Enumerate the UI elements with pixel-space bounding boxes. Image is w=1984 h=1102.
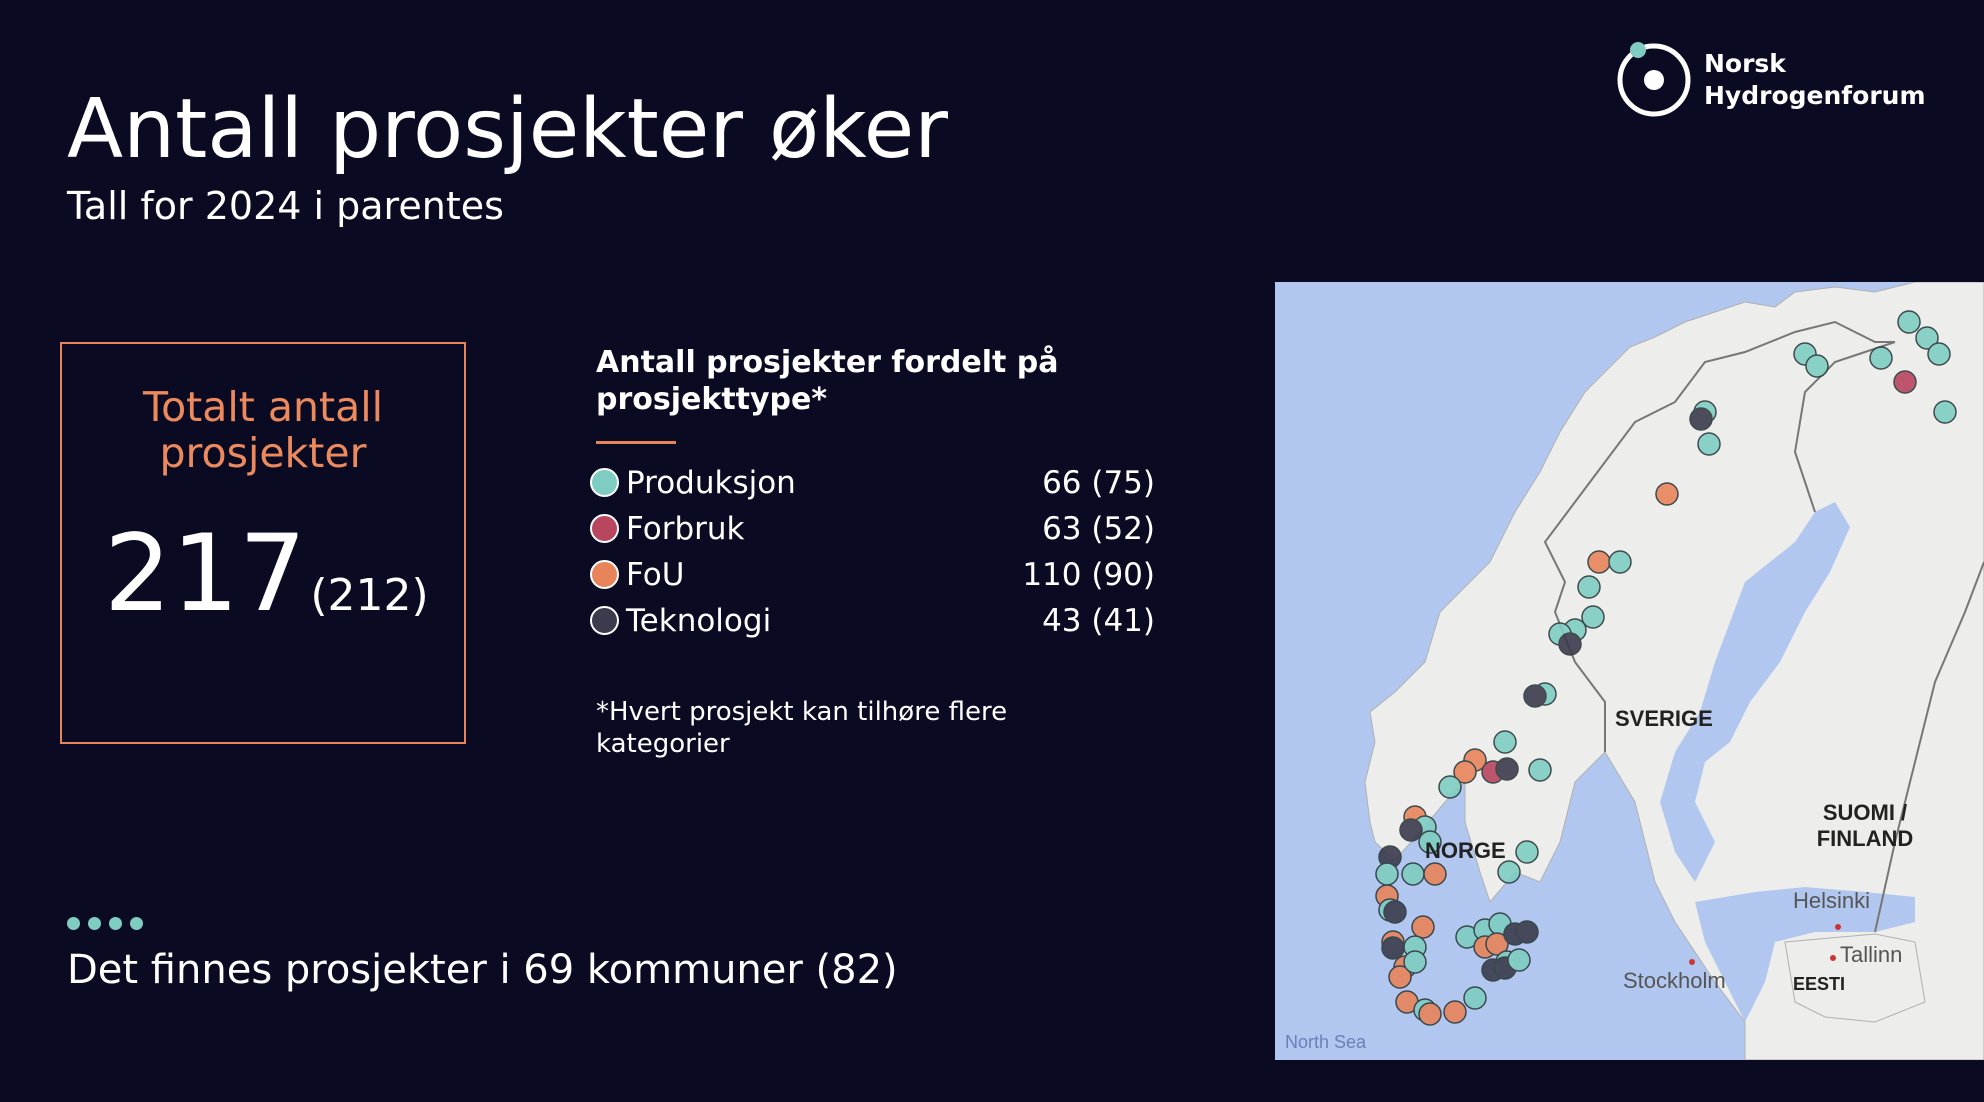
- heading-divider: [596, 441, 676, 444]
- project-type-name: Teknologi: [626, 603, 772, 639]
- map-label-tallinn: Tallinn: [1840, 942, 1903, 967]
- project-type-name: FoU: [626, 557, 685, 593]
- total-projects-previous: (212): [310, 570, 429, 621]
- decorative-dots: [67, 915, 151, 934]
- municipalities-text: Det finnes prosjekter i 69 kommuner (82): [67, 947, 898, 993]
- footnote: *Hvert prosjekt kan tilhøre flere katego…: [596, 697, 1008, 759]
- project-type-row-forbruk: Forbruk 63 (52): [590, 508, 1155, 554]
- total-projects-label: Totalt antall prosjekter: [143, 383, 383, 477]
- project-type-value: 110 (90): [1022, 557, 1155, 593]
- total-projects-card: Totalt antall prosjekter 217(212): [60, 342, 466, 744]
- page-title: Antall prosjekter øker: [67, 82, 948, 177]
- project-map[interactable]: SVERIGE NORGE SUOMI / FINLAND Helsinki T…: [1275, 282, 1984, 1060]
- teknologi-dot-icon: [590, 606, 619, 635]
- map-label-norge: NORGE: [1425, 838, 1506, 863]
- map-graphic: [1275, 282, 1984, 1060]
- produksjon-dot-icon: [590, 468, 619, 497]
- project-type-list: Produksjon 66 (75) Forbruk 63 (52) FoU 1…: [590, 462, 1155, 646]
- logo: Norsk Hydrogenforum: [1614, 36, 1926, 126]
- map-label-eesti: EESTI: [1793, 974, 1846, 994]
- logo-line-1: Norsk: [1704, 49, 1786, 78]
- project-type-heading: Antall prosjekter fordelt på prosjekttyp…: [596, 345, 1059, 417]
- forbruk-dot-icon: [590, 514, 619, 543]
- map-label-helsinki: Helsinki: [1793, 888, 1871, 913]
- project-type-row-fou: FoU 110 (90): [590, 554, 1155, 600]
- logo-mark-icon: [1617, 42, 1691, 117]
- project-type-row-produksjon: Produksjon 66 (75): [590, 462, 1155, 508]
- total-projects-value: 217(212): [104, 514, 429, 634]
- map-label-north-sea: North Sea: [1285, 1032, 1367, 1052]
- project-type-row-teknologi: Teknologi 43 (41): [590, 600, 1155, 646]
- logo-line-2: Hydrogenforum: [1704, 81, 1926, 110]
- project-type-name: Forbruk: [626, 511, 745, 547]
- project-type-value: 43 (41): [1042, 603, 1155, 639]
- logo-text: Norsk Hydrogenforum: [1704, 48, 1926, 112]
- page-subtitle: Tall for 2024 i parentes: [67, 184, 504, 228]
- fou-dot-icon: [590, 560, 619, 589]
- project-type-value: 66 (75): [1042, 465, 1155, 501]
- total-projects-number: 217: [104, 512, 307, 635]
- map-label-sverige: SVERIGE: [1615, 706, 1713, 731]
- project-type-value: 63 (52): [1042, 511, 1155, 547]
- map-label-stockholm: Stockholm: [1623, 968, 1726, 993]
- project-type-name: Produksjon: [626, 465, 796, 501]
- map-label-finland: SUOMI / FINLAND: [1816, 800, 1914, 851]
